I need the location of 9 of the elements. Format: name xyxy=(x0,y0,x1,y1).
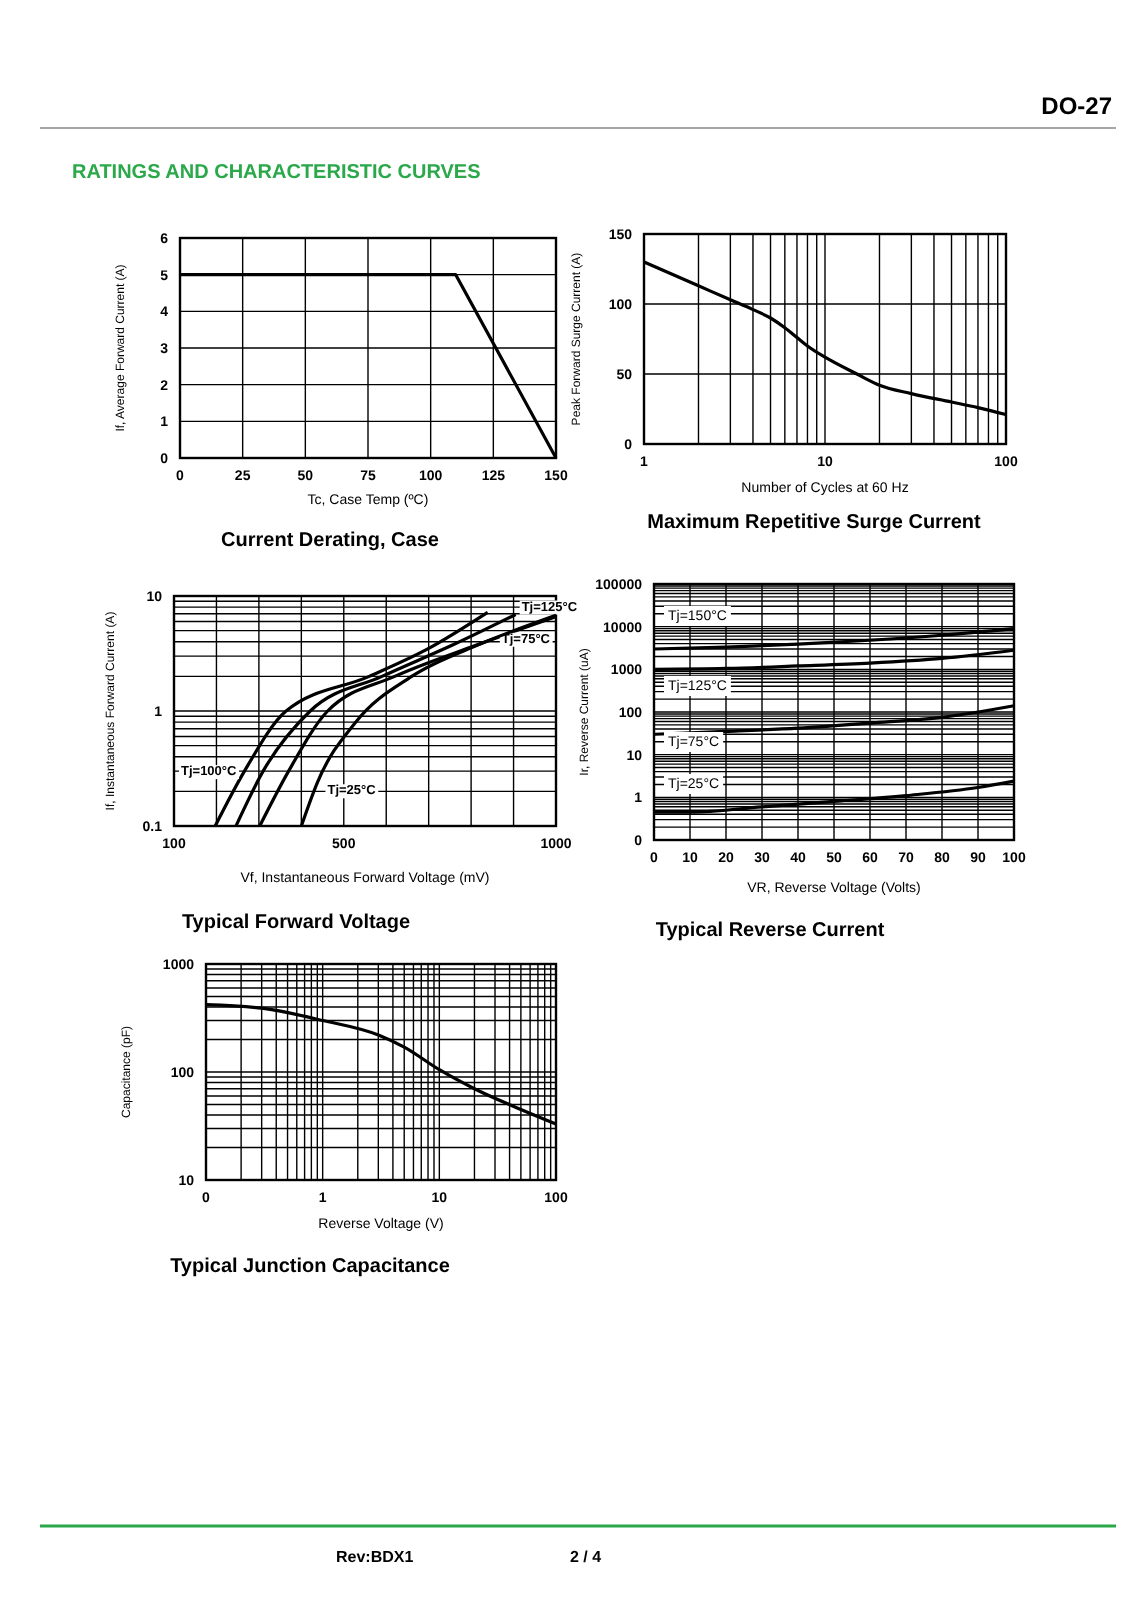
text: DO-27 xyxy=(1041,92,1113,120)
text: Rev:BDX1 xyxy=(336,1548,415,1566)
text: Typical Reverse Current xyxy=(655,920,886,942)
text: 2 / 4 xyxy=(570,1548,603,1566)
text: Current Derating, Case xyxy=(221,530,440,552)
text: Typical Forward Voltage xyxy=(181,912,411,934)
text: Typical Junction Capacitance xyxy=(170,1256,451,1278)
text: RATINGS AND CHARACTERISTIC CURVES xyxy=(72,162,482,184)
text: Maximum Repetitive Surge Current xyxy=(647,512,983,534)
